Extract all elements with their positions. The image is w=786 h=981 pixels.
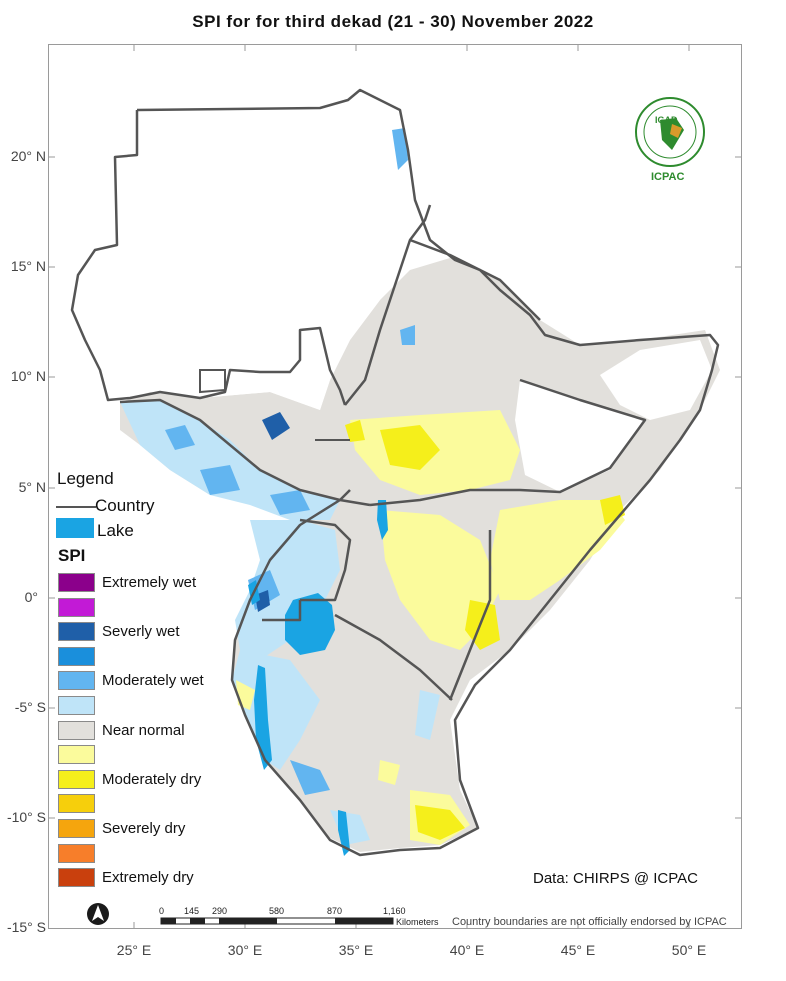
lake-victoria <box>285 593 335 655</box>
no-data-area-north-east-2 <box>600 340 712 420</box>
logo-bottom-text: ICPAC <box>651 171 685 183</box>
scale-bar <box>160 917 394 925</box>
spi-legend-label: Near normal <box>102 721 185 739</box>
lon-label-35e: 35° E <box>338 942 374 958</box>
scale-tick-145: 145 <box>184 906 200 916</box>
lon-label-40e: 40° E <box>449 942 485 958</box>
outer-boundary <box>136 88 720 857</box>
uganda-border <box>299 518 352 602</box>
lake-swatch <box>56 518 94 538</box>
north-arrow-icon <box>87 903 109 925</box>
spi-legend-label: Severely dry <box>102 820 186 837</box>
no-data-area-sudan <box>70 95 415 410</box>
spi-color-swatch <box>58 671 95 691</box>
spi-color-swatch <box>58 794 95 814</box>
lat-label-5n: 5° N <box>18 479 46 495</box>
spi-color-swatch <box>58 696 95 715</box>
scale-tick-290: 290 <box>212 906 228 916</box>
ethiopia-somalia <box>369 378 647 507</box>
spi-color-swatch <box>58 819 95 838</box>
scale-unit: Kilometers <box>396 917 439 927</box>
dry-patches <box>236 410 625 845</box>
lat-label-10n: 10° N <box>10 368 46 384</box>
spi-color-swatch <box>58 720 95 740</box>
lon-label-45e: 45° E <box>560 942 596 958</box>
spi-color-swatch <box>58 843 95 863</box>
lat-label-0: 0° <box>24 589 38 605</box>
spi-color-swatch <box>58 597 95 617</box>
scale-tick-1160: 1,160 <box>383 906 406 916</box>
lat-label-20n: 20° N <box>10 148 46 164</box>
lake-turkana <box>377 500 388 540</box>
spi-color-swatch <box>58 646 95 666</box>
spi-legend-label: Severly wet <box>102 623 180 641</box>
lon-label-30e: 30° E <box>227 942 263 958</box>
spi-color-swatch <box>58 868 95 888</box>
small-borders <box>199 369 350 441</box>
spi-legend-label: Extremely wet <box>102 574 197 591</box>
spi-color-swatch <box>58 622 95 642</box>
south-sudan-south <box>119 398 371 507</box>
legend-country-label: Country <box>95 496 155 515</box>
lat-label-15s: -15° S <box>6 919 46 935</box>
spi-color-swatch <box>58 769 95 789</box>
frame-ticks <box>48 44 742 929</box>
spi-legend-title: SPI <box>58 546 86 565</box>
data-source: Data: CHIRPS @ ICPAC <box>533 870 698 887</box>
kenya-border <box>448 530 492 701</box>
scale-tick-870: 870 <box>327 906 343 916</box>
igad-logo <box>635 97 705 167</box>
map-title: SPI for for third dekad (21 - 30) Novemb… <box>192 12 594 31</box>
tanzania-west <box>262 600 302 622</box>
disclaimer: Country boundaries are not officially en… <box>452 916 727 928</box>
country-line-symbol <box>56 506 96 508</box>
lat-label-10s: -10° S <box>6 809 46 825</box>
wet-patches <box>120 128 440 845</box>
logo-top-text: IGAD <box>655 115 678 125</box>
legend-title: Legend <box>57 469 114 488</box>
spi-color-swatch <box>58 745 95 765</box>
eritrea-border <box>409 238 541 321</box>
spi-legend-label: Moderately dry <box>102 770 202 788</box>
kenya-tanzania <box>334 613 453 701</box>
lat-label-5s: -5° S <box>14 699 46 715</box>
sudan-west-border <box>70 110 347 406</box>
spi-color-swatch <box>58 573 95 592</box>
scale-tick-0: 0 <box>159 906 165 916</box>
spi-legend-label: Moderately wet <box>102 672 204 690</box>
lat-label-15n: 15° N <box>10 258 46 274</box>
lon-label-25e: 25° E <box>116 942 152 958</box>
sudan-ethiopia-border <box>344 204 432 406</box>
country-borders <box>70 88 720 857</box>
lon-label-50e: 50° E <box>671 942 707 958</box>
scale-tick-580: 580 <box>269 906 285 916</box>
lake-malawi <box>338 810 350 856</box>
legend-lake-label: Lake <box>97 521 134 540</box>
spi-legend-label: Extremely dry <box>102 869 194 887</box>
